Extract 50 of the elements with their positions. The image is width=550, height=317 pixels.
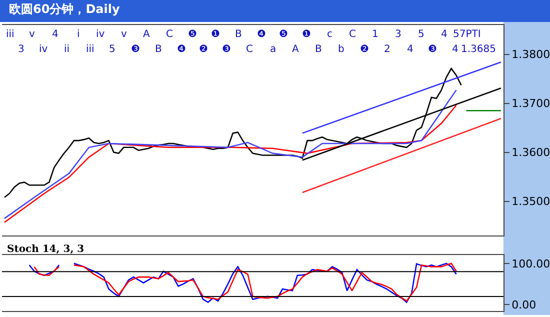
annotation: ❸ [222, 44, 231, 55]
annotation: B [315, 44, 322, 55]
y-tick-label: 1.3800 [512, 48, 550, 62]
annotation: ❷ [360, 44, 369, 55]
annotation: iii [6, 29, 14, 40]
annotation: iv [39, 44, 48, 55]
annotation: A [143, 29, 150, 40]
annotation: C [246, 44, 253, 55]
annotation: ❶ [302, 29, 311, 40]
annotation: 4 [452, 44, 458, 55]
annotation: C [166, 29, 173, 40]
y-tick-label: 100.00 [512, 257, 550, 270]
annotation: b [338, 44, 344, 55]
annotation: iv [96, 29, 105, 40]
annotation: v [29, 29, 35, 40]
y-tick-label: 1.3500 [512, 195, 550, 208]
annotation: i [77, 29, 80, 40]
y-tick-label: 0.00 [512, 298, 536, 312]
annotation: C [349, 29, 356, 40]
annotation: ❺ [279, 29, 288, 40]
chart-title: Stoch 14, 3, 3 [7, 244, 84, 255]
annotation: A [292, 44, 299, 55]
annotation: 4 [407, 44, 414, 55]
y-tick-label: 1.3700 [512, 97, 550, 110]
annotation: ❸ [131, 44, 140, 55]
annotation: B [235, 29, 242, 40]
annotation: 2 [384, 44, 390, 55]
annotation: 1 [372, 29, 378, 40]
chart-title: 欧圆60分钟，Daily [9, 2, 120, 16]
annotation: 5 [109, 44, 116, 55]
annotation: B [155, 44, 162, 55]
annotation: 5 [418, 29, 424, 40]
annotation: iii [86, 44, 94, 55]
annotation: ❹ [177, 44, 186, 55]
annotation: ❹ [257, 29, 266, 40]
y-tick-label: 1.3600 [512, 146, 550, 160]
annotation: v [121, 29, 127, 40]
annotation: 3 [18, 44, 24, 55]
annotation: a [270, 44, 276, 55]
annotation: c [327, 29, 332, 40]
annotation: ❸ [428, 44, 437, 55]
annotation: ii [64, 44, 70, 55]
annotation: 3 [395, 29, 402, 40]
annotation: 1.3685 [461, 44, 496, 55]
annotation: ❷ [199, 44, 208, 55]
annotation: 4 [52, 29, 58, 40]
annotation: ❺ [188, 29, 197, 40]
annotation: 4 [441, 29, 448, 40]
annotation: ❶ [211, 29, 220, 40]
annotation: 57PTI [453, 29, 481, 40]
